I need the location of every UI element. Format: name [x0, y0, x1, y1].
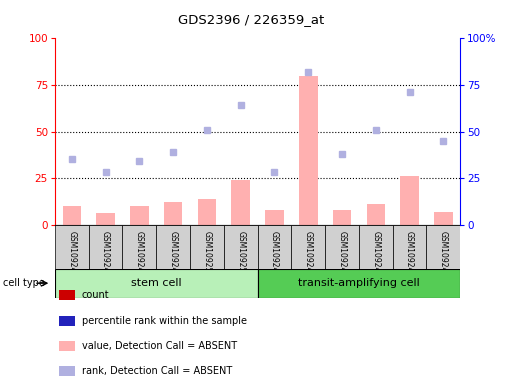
Bar	[89, 225, 122, 269]
Text: GSM109241: GSM109241	[304, 231, 313, 277]
Bar	[265, 210, 284, 225]
Text: GSM109246: GSM109246	[439, 231, 448, 278]
Bar	[393, 225, 426, 269]
Text: GDS2396 / 226359_at: GDS2396 / 226359_at	[178, 13, 324, 26]
Bar	[198, 199, 216, 225]
Text: stem cell: stem cell	[131, 278, 181, 288]
Text: GSM109251: GSM109251	[236, 231, 245, 277]
Text: GSM109248: GSM109248	[135, 231, 144, 277]
Text: transit-amplifying cell: transit-amplifying cell	[298, 278, 420, 288]
Text: GSM109243: GSM109243	[337, 231, 347, 278]
Bar	[164, 202, 183, 225]
Bar	[96, 214, 115, 225]
Bar	[190, 225, 224, 269]
Bar	[60, 290, 75, 300]
Bar	[60, 316, 75, 326]
Bar	[359, 225, 393, 269]
Bar	[60, 366, 75, 376]
Text: GSM109250: GSM109250	[202, 231, 211, 278]
Bar	[434, 212, 452, 225]
Text: percentile rank within the sample: percentile rank within the sample	[82, 316, 246, 326]
Bar	[426, 225, 460, 269]
Bar	[231, 180, 250, 225]
Bar	[130, 206, 149, 225]
Text: GSM109247: GSM109247	[101, 231, 110, 278]
Bar	[63, 206, 81, 225]
Bar	[55, 269, 257, 298]
Bar	[257, 269, 460, 298]
Text: GSM109245: GSM109245	[405, 231, 414, 278]
Text: rank, Detection Call = ABSENT: rank, Detection Call = ABSENT	[82, 366, 232, 376]
Bar	[55, 225, 89, 269]
Text: GSM109242: GSM109242	[67, 231, 76, 277]
Text: GSM109244: GSM109244	[371, 231, 380, 278]
Bar	[224, 225, 257, 269]
Bar	[400, 176, 419, 225]
Bar	[325, 225, 359, 269]
Bar	[257, 225, 291, 269]
Bar	[299, 76, 317, 225]
Bar	[60, 341, 75, 351]
Bar	[122, 225, 156, 269]
Bar	[333, 210, 351, 225]
Text: cell type: cell type	[3, 278, 44, 288]
Bar	[291, 225, 325, 269]
Bar	[156, 225, 190, 269]
Text: GSM109240: GSM109240	[270, 231, 279, 278]
Bar	[367, 204, 385, 225]
Text: GSM109249: GSM109249	[168, 231, 178, 278]
Text: value, Detection Call = ABSENT: value, Detection Call = ABSENT	[82, 341, 237, 351]
Text: count: count	[82, 290, 109, 300]
